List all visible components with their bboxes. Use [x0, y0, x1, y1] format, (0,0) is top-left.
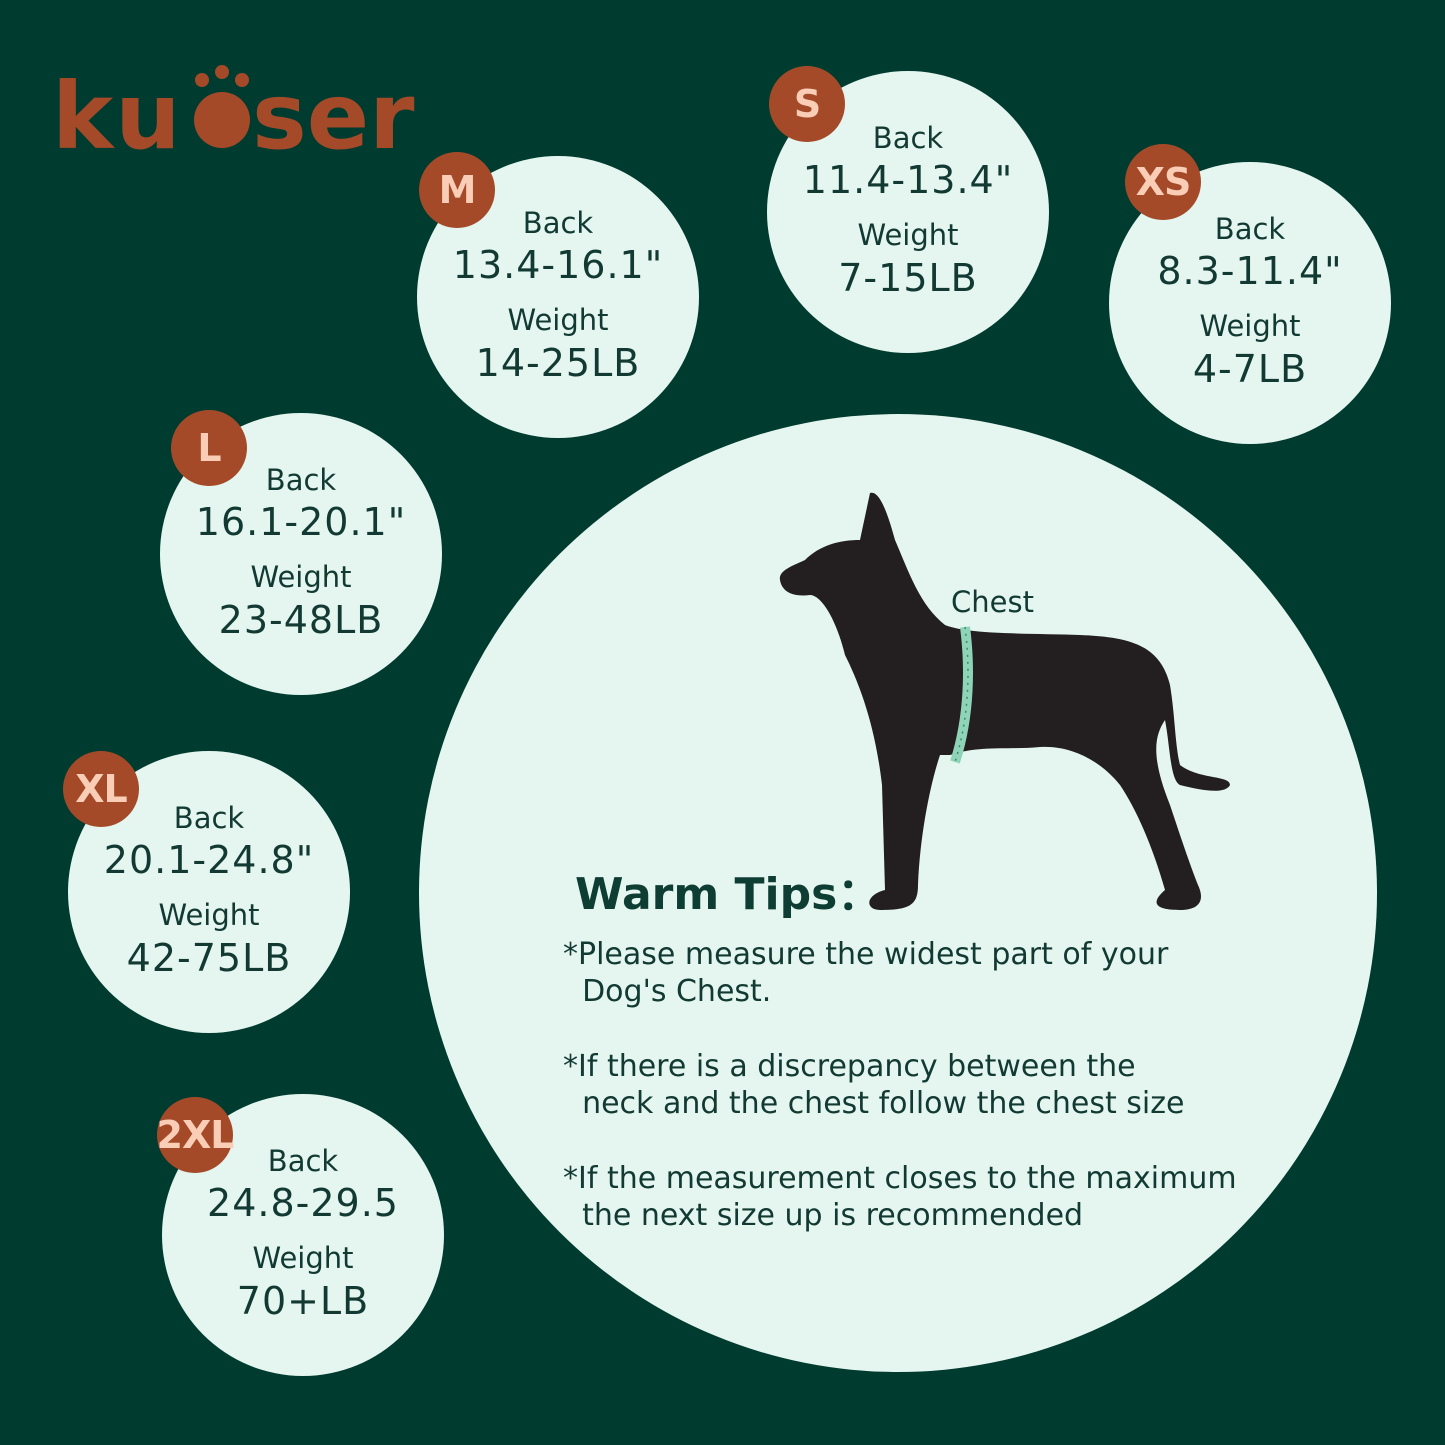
tip-item: *If there is a discrepancy between the n… [563, 1049, 1185, 1121]
weight-label: Weight [507, 303, 609, 337]
back-value: 24.8-29.5 [207, 1181, 399, 1225]
weight-value: 42-75LB [126, 936, 292, 980]
weight-label: Weight [857, 218, 959, 252]
dog-silhouette-icon [770, 485, 1240, 919]
weight-label: Weight [250, 560, 352, 594]
back-value: 13.4-16.1" [452, 243, 664, 287]
weight-label: Weight [158, 898, 260, 932]
back-label: Back [522, 206, 594, 240]
back-value: 16.1-20.1" [195, 500, 407, 544]
back-label: Back [265, 463, 337, 497]
back-label: Back [267, 1144, 339, 1178]
weight-label: Weight [1199, 309, 1301, 343]
svg-text:ku: ku [52, 63, 183, 156]
back-value: 11.4-13.4" [802, 158, 1014, 202]
size-badge: XL [63, 751, 139, 827]
back-label: Back [1214, 212, 1286, 246]
weight-value: 14-25LB [475, 341, 641, 385]
size-card-s: Back 11.4-13.4" Weight 7-15LB [767, 71, 1049, 353]
back-label: Back [872, 121, 944, 155]
warm-tips-title: Warm Tips： [575, 869, 882, 920]
kuoser-logo: ku ser [52, 56, 422, 170]
weight-label: Weight [252, 1241, 354, 1275]
back-value: 20.1-24.8" [103, 838, 315, 882]
back-label: Back [173, 801, 245, 835]
weight-value: 7-15LB [838, 256, 978, 300]
size-badge: L [171, 410, 247, 486]
svg-text:ser: ser [252, 63, 415, 156]
size-card-m: Back 13.4-16.1" Weight 14-25LB [417, 156, 699, 438]
size-badge: S [769, 66, 845, 142]
weight-value: 23-48LB [218, 598, 384, 642]
weight-value: 70+LB [236, 1279, 370, 1323]
weight-value: 4-7LB [1192, 347, 1308, 391]
tip-item: *If the measurement closes to the maximu… [563, 1161, 1237, 1233]
size-badge: 2XL [157, 1097, 234, 1173]
chest-label: Chest [951, 585, 1034, 619]
tip-item: *Please measure the widest part of your … [563, 937, 1169, 1009]
size-badge: XS [1125, 144, 1201, 220]
back-value: 8.3-11.4" [1157, 249, 1343, 293]
size-badge: M [419, 152, 495, 228]
